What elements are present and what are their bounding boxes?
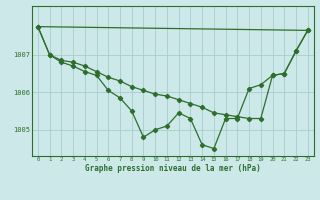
X-axis label: Graphe pression niveau de la mer (hPa): Graphe pression niveau de la mer (hPa) — [85, 164, 261, 173]
